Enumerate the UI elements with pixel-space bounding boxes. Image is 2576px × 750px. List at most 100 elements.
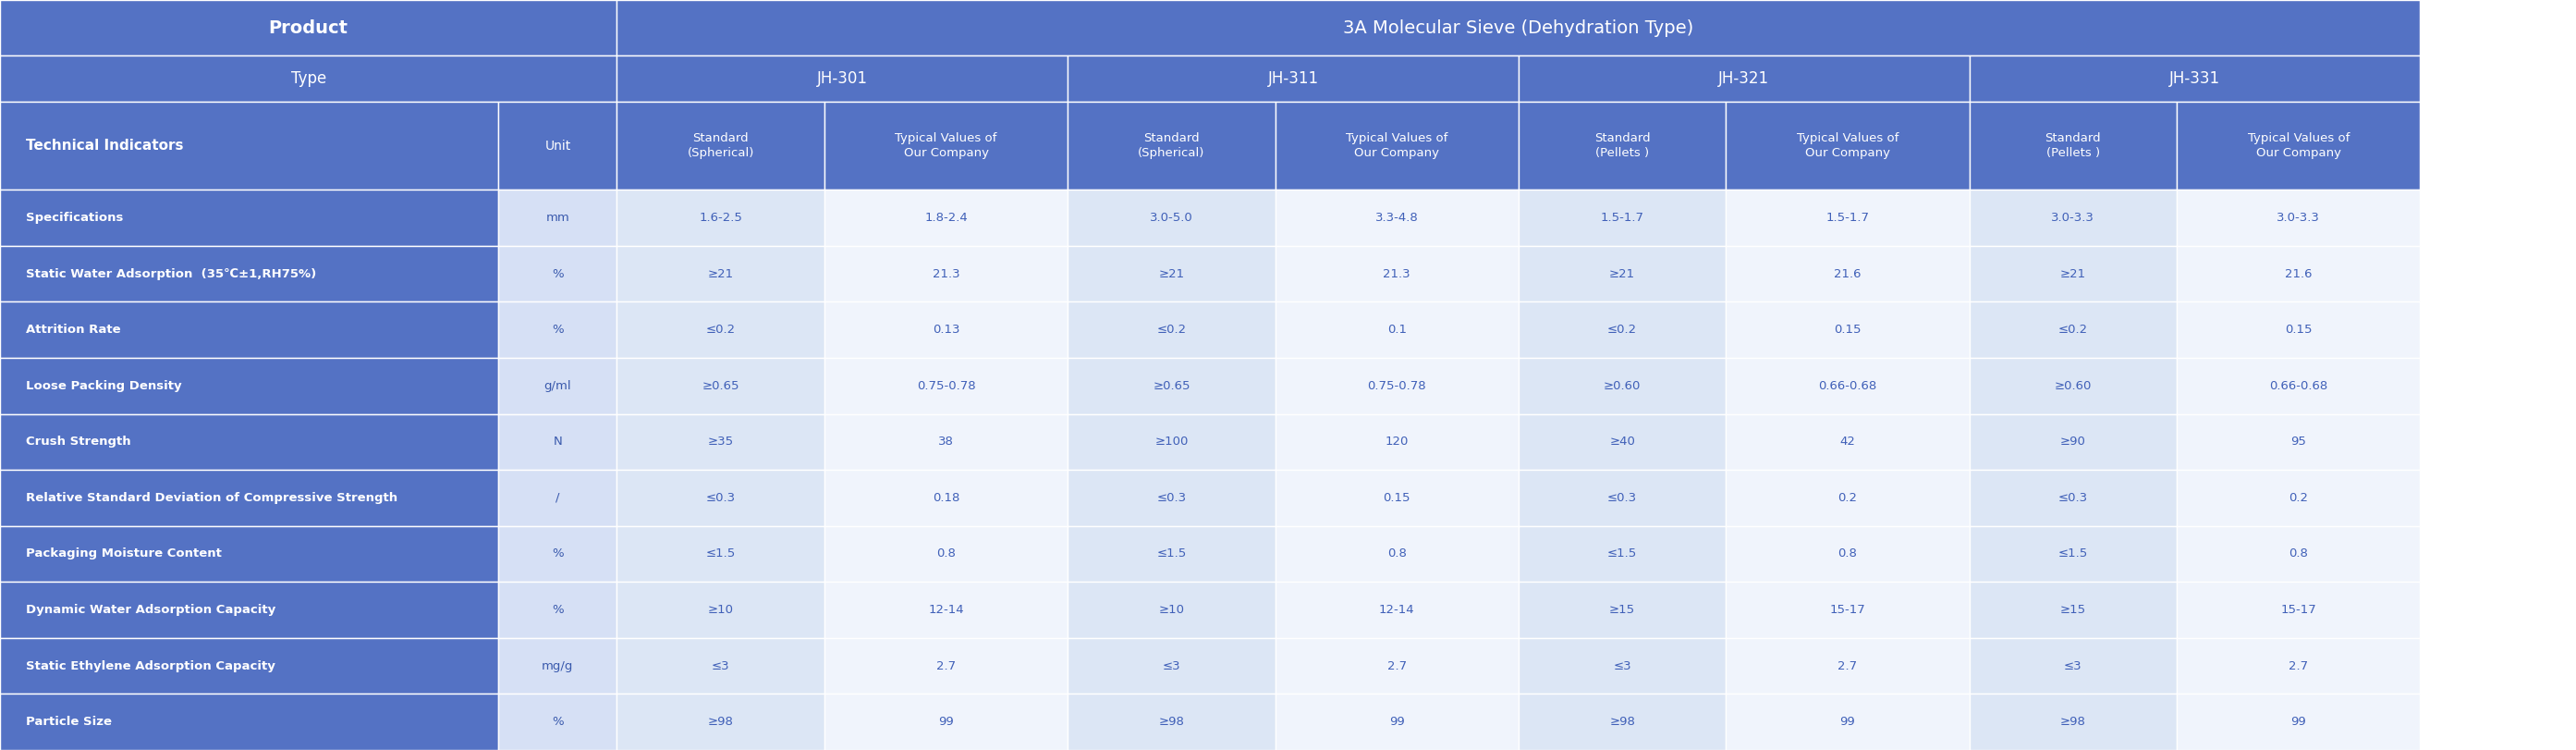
Bar <box>1971 190 2177 246</box>
Bar <box>618 582 824 638</box>
Text: ≤0.3: ≤0.3 <box>1607 492 1638 504</box>
Text: Dynamic Water Adsorption Capacity: Dynamic Water Adsorption Capacity <box>26 604 276 616</box>
Text: ≤0.2: ≤0.2 <box>1607 324 1638 336</box>
Bar <box>618 358 824 414</box>
Bar <box>618 526 824 582</box>
Bar <box>1066 358 1275 414</box>
Text: 95: 95 <box>2290 436 2306 448</box>
Text: 0.15: 0.15 <box>1834 324 1862 336</box>
Bar <box>824 638 1066 694</box>
Bar <box>0 414 500 470</box>
Bar <box>0 102 500 190</box>
Bar <box>500 526 618 582</box>
Text: ≤1.5: ≤1.5 <box>706 548 737 560</box>
Bar <box>1971 526 2177 582</box>
Text: 2.7: 2.7 <box>2287 660 2308 672</box>
Bar <box>824 190 1066 246</box>
Bar <box>0 190 500 246</box>
Text: Attrition Rate: Attrition Rate <box>26 324 121 336</box>
Bar <box>824 470 1066 526</box>
Text: ≥35: ≥35 <box>708 436 734 448</box>
Text: ≥0.60: ≥0.60 <box>2056 380 2092 392</box>
Bar <box>500 246 618 302</box>
Text: Packaging Moisture Content: Packaging Moisture Content <box>26 548 222 560</box>
Text: 3.0-3.3: 3.0-3.3 <box>2277 211 2321 223</box>
Bar <box>500 638 618 694</box>
Bar <box>500 694 618 750</box>
Text: 2.7: 2.7 <box>1386 660 1406 672</box>
Bar <box>1520 470 1726 526</box>
Bar <box>0 0 618 56</box>
Bar <box>824 526 1066 582</box>
Text: Crush Strength: Crush Strength <box>26 436 131 448</box>
Text: 99: 99 <box>1839 716 1855 728</box>
Bar <box>1275 638 1520 694</box>
Text: Typical Values of
Our Company: Typical Values of Our Company <box>1345 133 1448 159</box>
Text: 15-17: 15-17 <box>2280 604 2316 616</box>
Bar <box>1275 582 1520 638</box>
Text: g/ml: g/ml <box>544 380 572 392</box>
Bar <box>0 582 500 638</box>
Bar <box>1275 470 1520 526</box>
Text: JH-321: JH-321 <box>1718 70 1770 87</box>
Text: %: % <box>551 716 564 728</box>
Text: ≥100: ≥100 <box>1154 436 1188 448</box>
Bar <box>500 470 618 526</box>
Bar <box>1520 694 1726 750</box>
Text: Standard
(Spherical): Standard (Spherical) <box>1139 133 1206 159</box>
Bar <box>1066 414 1275 470</box>
Bar <box>2177 102 2421 190</box>
Text: ≥21: ≥21 <box>2061 268 2087 280</box>
Text: 1.5-1.7: 1.5-1.7 <box>1826 211 1870 223</box>
Text: ≤0.2: ≤0.2 <box>706 324 737 336</box>
Text: ≥98: ≥98 <box>1159 716 1185 728</box>
Text: 99: 99 <box>938 716 953 728</box>
Bar <box>1726 526 1971 582</box>
Bar <box>2177 470 2421 526</box>
Bar <box>1275 246 1520 302</box>
Bar <box>500 358 618 414</box>
Bar <box>500 302 618 358</box>
Text: %: % <box>551 548 564 560</box>
Bar <box>1726 470 1971 526</box>
Bar <box>824 302 1066 358</box>
Bar <box>1066 302 1275 358</box>
Bar <box>1726 694 1971 750</box>
Bar <box>500 582 618 638</box>
Bar <box>824 694 1066 750</box>
Text: 0.75-0.78: 0.75-0.78 <box>1368 380 1427 392</box>
Bar <box>1066 582 1275 638</box>
Text: Technical Indicators: Technical Indicators <box>26 139 183 153</box>
Bar <box>1971 246 2177 302</box>
Text: ≥0.60: ≥0.60 <box>1605 380 1641 392</box>
Bar <box>2177 190 2421 246</box>
Text: ≥21: ≥21 <box>1610 268 1636 280</box>
Text: 15-17: 15-17 <box>1829 604 1865 616</box>
Text: 21.6: 21.6 <box>1834 268 1862 280</box>
Text: Specifications: Specifications <box>26 211 124 223</box>
Text: Static Ethylene Adsorption Capacity: Static Ethylene Adsorption Capacity <box>26 660 276 672</box>
Text: 0.2: 0.2 <box>2287 492 2308 504</box>
Bar <box>1971 56 2421 102</box>
Text: 0.8: 0.8 <box>1839 548 1857 560</box>
Bar <box>1520 638 1726 694</box>
Text: Typical Values of
Our Company: Typical Values of Our Company <box>1795 133 1899 159</box>
Text: 99: 99 <box>1388 716 1404 728</box>
Text: ≤1.5: ≤1.5 <box>2058 548 2089 560</box>
Text: 1.8-2.4: 1.8-2.4 <box>925 211 969 223</box>
Bar <box>1971 694 2177 750</box>
Text: 0.75-0.78: 0.75-0.78 <box>917 380 976 392</box>
Text: 42: 42 <box>1839 436 1855 448</box>
Text: ≤1.5: ≤1.5 <box>1607 548 1638 560</box>
Bar <box>1275 190 1520 246</box>
Bar <box>1726 190 1971 246</box>
Text: 21.3: 21.3 <box>1383 268 1412 280</box>
Text: N: N <box>554 436 562 448</box>
Text: 99: 99 <box>2290 716 2306 728</box>
Text: ≥0.65: ≥0.65 <box>701 380 739 392</box>
Bar <box>2177 414 2421 470</box>
Bar <box>0 302 500 358</box>
Text: ≥21: ≥21 <box>1159 268 1185 280</box>
Bar <box>824 102 1066 190</box>
Text: ≥40: ≥40 <box>1610 436 1636 448</box>
